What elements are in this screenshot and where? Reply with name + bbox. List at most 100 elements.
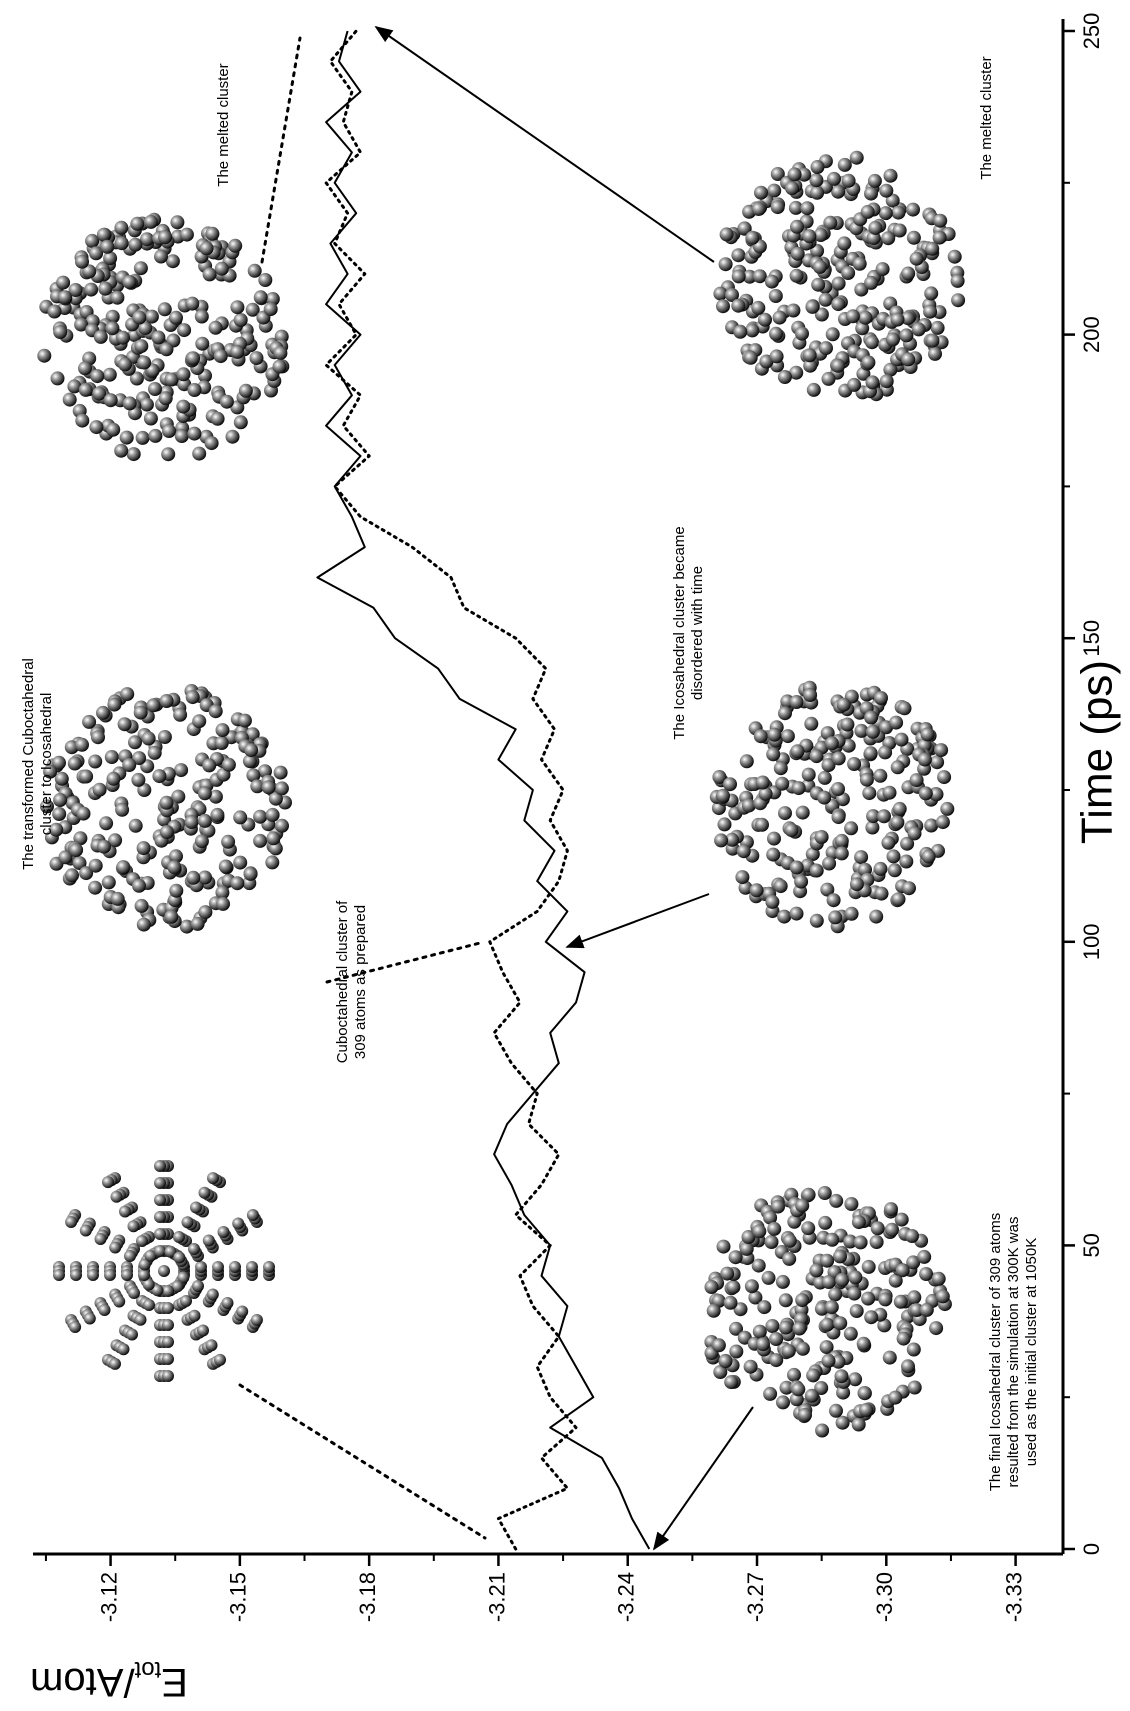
atom <box>219 860 233 874</box>
annotation: The transformed Cuboctahedral <box>20 658 37 870</box>
atom <box>165 373 179 387</box>
atom <box>822 857 836 871</box>
atom <box>719 1354 733 1368</box>
atom <box>120 687 134 701</box>
atom <box>97 228 111 242</box>
atom <box>922 850 936 864</box>
atom <box>118 1343 130 1355</box>
atom <box>844 821 858 835</box>
atom <box>164 910 178 924</box>
atom <box>233 810 247 824</box>
atom <box>716 789 730 803</box>
atom <box>919 1267 933 1281</box>
atom <box>113 1296 125 1308</box>
atom <box>75 255 89 269</box>
atom <box>858 1386 872 1400</box>
atom <box>796 806 810 820</box>
atom <box>167 860 181 874</box>
atom <box>854 1235 868 1249</box>
x-tick-label: 50 <box>1079 1233 1104 1257</box>
atom <box>63 393 77 407</box>
atom <box>114 221 128 235</box>
atom <box>192 714 206 728</box>
atom <box>791 1382 805 1396</box>
annotation: The melted cluster <box>215 63 232 186</box>
atom <box>951 293 965 307</box>
atom <box>755 818 769 832</box>
solid-line <box>317 31 649 1549</box>
cluster-image <box>713 151 965 402</box>
y-axis-title-part: E <box>161 1660 188 1704</box>
atom <box>910 773 924 787</box>
atom <box>850 1304 864 1318</box>
atom <box>93 783 107 797</box>
atom <box>140 398 154 412</box>
atom <box>809 1263 823 1277</box>
atom <box>82 715 96 729</box>
atom <box>158 302 172 316</box>
atom <box>247 1209 259 1221</box>
atom <box>75 414 89 428</box>
atom <box>238 714 252 728</box>
atom <box>723 777 737 791</box>
atom <box>53 1269 65 1281</box>
atom <box>200 241 214 255</box>
atom <box>158 1265 170 1277</box>
atom <box>131 773 145 787</box>
atom <box>810 186 824 200</box>
atom <box>209 321 223 335</box>
atom <box>169 884 183 898</box>
atom <box>752 1224 766 1238</box>
atom <box>162 1319 174 1331</box>
atom <box>166 254 180 268</box>
atom <box>928 347 942 361</box>
atom <box>790 907 804 921</box>
atom <box>188 383 202 397</box>
atom <box>767 832 781 846</box>
atom <box>251 1314 263 1326</box>
atom <box>136 431 150 445</box>
atom <box>920 1303 934 1317</box>
y-axis-title: Etot/Atom <box>30 1656 188 1705</box>
atom <box>861 355 875 369</box>
atom <box>263 1261 275 1273</box>
atom <box>864 1310 878 1324</box>
atom <box>835 846 849 860</box>
atom <box>214 1354 226 1366</box>
atom <box>212 1261 224 1273</box>
atom <box>216 723 230 737</box>
atom <box>275 819 289 833</box>
atom <box>848 1270 862 1284</box>
atom <box>266 831 280 845</box>
atom <box>894 1295 908 1309</box>
atom <box>777 910 791 924</box>
atom <box>175 429 189 443</box>
atom <box>128 238 142 252</box>
atom <box>161 447 175 461</box>
atom <box>840 718 854 732</box>
atom <box>105 750 119 764</box>
atom <box>185 815 199 829</box>
atom <box>756 776 770 790</box>
atom <box>88 881 102 895</box>
atom <box>773 311 787 325</box>
atom <box>717 1240 731 1254</box>
atom <box>908 826 922 840</box>
atom <box>876 262 890 276</box>
atom <box>162 1353 174 1365</box>
atom <box>274 766 288 780</box>
atom <box>787 1368 801 1382</box>
atom <box>233 856 247 870</box>
atom <box>866 725 880 739</box>
atom <box>107 698 121 712</box>
atom <box>85 234 99 248</box>
atom <box>901 267 915 281</box>
atom <box>752 202 766 216</box>
atom <box>786 304 800 318</box>
atom <box>818 1216 832 1230</box>
atom <box>826 327 840 341</box>
atom <box>98 282 112 296</box>
atom <box>771 200 785 214</box>
atom <box>160 342 174 356</box>
atom <box>795 327 809 341</box>
